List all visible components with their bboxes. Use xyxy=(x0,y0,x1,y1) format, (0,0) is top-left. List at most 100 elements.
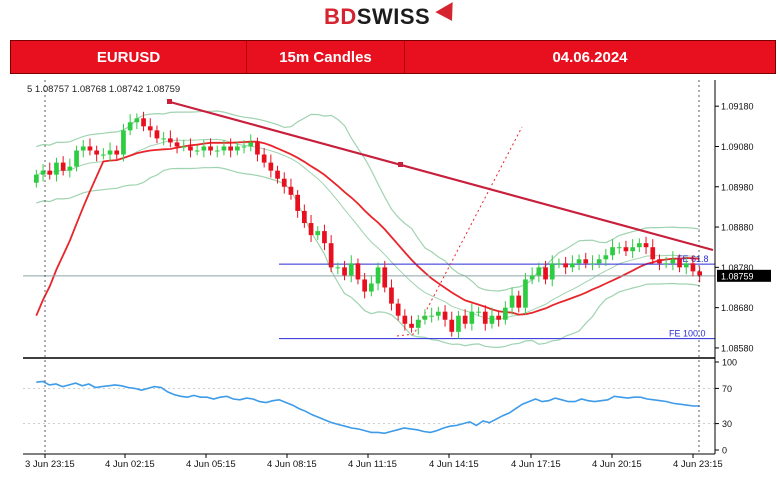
candle xyxy=(34,174,39,183)
brand-logo: BDSWISS xyxy=(0,0,780,34)
candle xyxy=(637,243,642,248)
candle xyxy=(382,267,388,288)
candle xyxy=(201,146,207,151)
price-tick-label: 1.08680 xyxy=(721,303,754,313)
candle xyxy=(114,150,120,155)
candle xyxy=(456,315,461,332)
candle xyxy=(288,186,294,195)
price-tick-label: 1.08980 xyxy=(721,182,754,192)
candle xyxy=(543,267,548,280)
candle xyxy=(147,126,153,131)
projection-line xyxy=(396,126,523,337)
candle xyxy=(496,315,501,320)
candle xyxy=(389,287,394,304)
candle xyxy=(570,263,575,268)
candle xyxy=(275,170,280,179)
candle xyxy=(168,138,173,143)
candle xyxy=(610,247,615,256)
candle xyxy=(127,122,133,131)
brand-name: BDSWISS xyxy=(324,4,430,30)
candle xyxy=(583,259,589,264)
candle xyxy=(489,315,495,324)
trendline-anchor xyxy=(398,162,403,167)
time-tick-label: 4 Jun 08:15 xyxy=(267,459,317,470)
candle xyxy=(516,295,522,308)
candle xyxy=(643,243,649,248)
candle xyxy=(101,154,106,156)
title-bar: EURUSD 15m Candles 04.06.2024 xyxy=(10,40,776,74)
candle xyxy=(134,118,140,123)
candle xyxy=(623,247,629,252)
candle xyxy=(429,315,434,317)
candle xyxy=(442,311,448,320)
time-tick-label: 4 Jun 17:15 xyxy=(511,459,561,470)
candle xyxy=(348,263,354,276)
candle xyxy=(322,231,327,244)
brand-arrow-icon xyxy=(435,2,461,26)
moving-average-line xyxy=(35,140,700,317)
candle xyxy=(161,138,166,140)
candle xyxy=(563,263,568,268)
bollinger-upper xyxy=(36,110,700,292)
candle xyxy=(67,166,73,171)
candle xyxy=(208,146,213,151)
price-tick-label: 1.08880 xyxy=(721,223,754,233)
candle xyxy=(87,146,93,151)
candle xyxy=(174,142,180,147)
time-tick-label: 4 Jun 11:15 xyxy=(348,459,397,470)
candle xyxy=(335,267,341,269)
candle xyxy=(221,146,227,151)
candle xyxy=(476,311,481,313)
candle xyxy=(395,303,401,316)
candle xyxy=(362,279,367,292)
price-pane: FE 61.8FE 100.0 xyxy=(23,99,715,349)
candle xyxy=(328,243,334,268)
time-tick-label: 4 Jun 05:15 xyxy=(186,459,236,470)
candle xyxy=(40,170,46,175)
candle xyxy=(261,154,267,163)
candle xyxy=(47,170,53,175)
candle xyxy=(342,267,347,276)
candle xyxy=(74,150,79,167)
candle xyxy=(556,263,562,265)
candle xyxy=(503,307,508,320)
price-tick-label: 1.08580 xyxy=(721,343,754,353)
ohlc-readout: 5 1.08757 1.08768 1.08742 1.08759 xyxy=(27,84,180,95)
candle xyxy=(181,146,187,148)
candle xyxy=(462,315,468,324)
current-price-box xyxy=(717,269,771,282)
candle xyxy=(482,311,488,324)
candle xyxy=(657,259,662,264)
symbol-label: EURUSD xyxy=(11,41,247,73)
candle xyxy=(663,263,669,265)
candle xyxy=(194,150,200,152)
timeframe-label: 15m Candles xyxy=(247,41,405,73)
candle xyxy=(235,146,240,151)
candle xyxy=(690,263,696,272)
candle xyxy=(603,255,609,260)
candle xyxy=(369,283,374,292)
candle xyxy=(94,150,99,155)
candle xyxy=(616,247,622,249)
date-label: 04.06.2024 xyxy=(552,48,628,66)
candle xyxy=(255,142,260,155)
brand-part1: BD xyxy=(324,4,357,29)
candle xyxy=(529,275,535,280)
trendline-anchor xyxy=(167,99,172,104)
candle xyxy=(154,130,160,139)
candle xyxy=(509,295,515,308)
time-tick-label: 3 Jun 23:15 xyxy=(25,459,75,470)
price-tick-label: 1.09080 xyxy=(721,142,754,152)
candle xyxy=(375,267,381,284)
candle xyxy=(308,223,314,236)
candle xyxy=(121,130,126,155)
candle xyxy=(650,247,656,260)
axes: 1.09180 1.09080 1.08980 1.08880 1.08780 1.086… xyxy=(23,80,771,470)
time-tick-label: 4 Jun 20:15 xyxy=(592,459,642,470)
candle xyxy=(469,311,475,324)
candle xyxy=(449,319,455,332)
candle xyxy=(683,263,689,268)
candle xyxy=(409,323,414,328)
candle xyxy=(436,311,441,316)
fe-100-label: FE 100.0 xyxy=(669,329,706,339)
